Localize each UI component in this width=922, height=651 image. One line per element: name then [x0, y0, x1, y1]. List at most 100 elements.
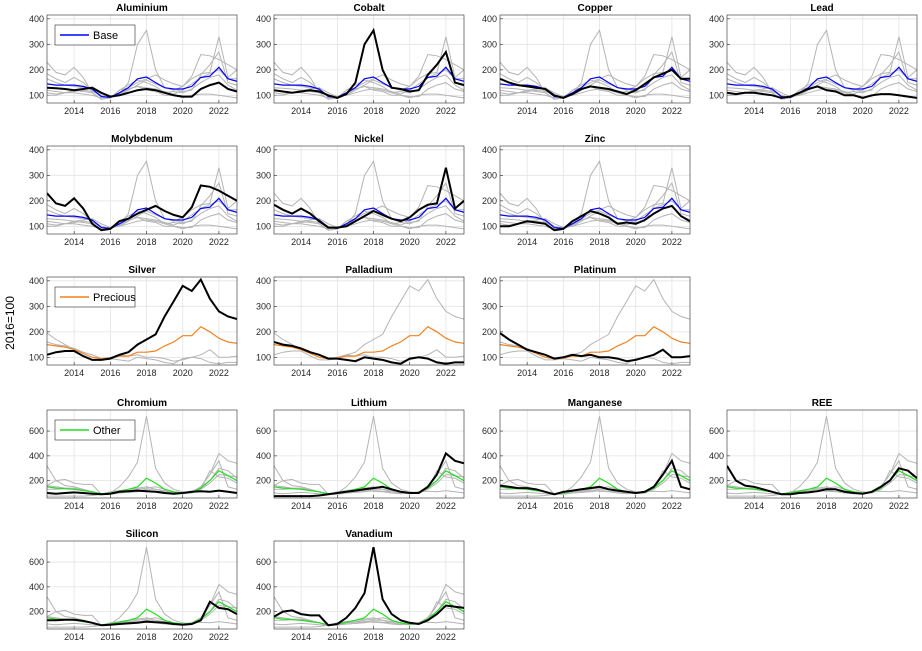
- panel: 100 200 300 400 2014 2016 2018 2020 2022 Lead: [709, 3, 918, 116]
- y-tick-label: 300: [256, 39, 271, 49]
- peer-line: [500, 213, 690, 229]
- y-tick-label: 100: [29, 221, 44, 231]
- panel: 100 200 300 400 2014 2016 2018 2020 2022 Nickel: [256, 134, 465, 247]
- x-tick-label: 2018: [364, 501, 384, 511]
- x-tick-label: 2018: [590, 237, 610, 247]
- x-tick-label: 2018: [590, 368, 610, 378]
- lines: [274, 416, 464, 498]
- y-tick-label: 100: [482, 352, 497, 362]
- x-tick-label: 2018: [364, 632, 384, 642]
- plot-area: [274, 410, 464, 498]
- plot-area: [727, 410, 917, 498]
- y-tick-label: 600: [482, 426, 497, 436]
- panel-title: Copper: [578, 3, 613, 14]
- panel-title: Palladium: [345, 265, 392, 276]
- group-mean-line: [500, 66, 690, 99]
- peer-line: [274, 205, 464, 231]
- y-tick-label: 600: [29, 557, 44, 567]
- peer-line: [274, 36, 464, 98]
- group-mean-line: [274, 66, 464, 99]
- axes-box: [46, 145, 238, 235]
- axes-box: [499, 409, 691, 499]
- y-tick-label: 200: [482, 476, 497, 486]
- legend: Precious: [54, 286, 136, 308]
- panel: 100 200 300 400 2014 2016 2018 2020 2022 Cobalt: [256, 3, 465, 116]
- y-tick-label: 400: [482, 145, 497, 155]
- peer-line: [727, 53, 917, 100]
- x-tick-label: 2014: [517, 501, 537, 511]
- metal-line: [47, 184, 237, 232]
- x-tick-label: 2022: [209, 106, 229, 116]
- panel: 200 400 600 2014 2016 2018 2020 2022 Vanadium: [256, 529, 465, 642]
- lines: [47, 277, 237, 365]
- peer-line: [274, 69, 464, 99]
- y-tick-label: 200: [256, 196, 271, 206]
- peer-line: [47, 69, 237, 99]
- peer-line: [274, 600, 464, 626]
- y-tick-label: 400: [709, 451, 724, 461]
- panel: 100 200 300 400 2014 2016 2018 2020 2022 Zinc: [482, 134, 691, 247]
- y-tick-label: 200: [709, 65, 724, 75]
- y-tick-label: 200: [482, 196, 497, 206]
- y-tick-label: 400: [709, 14, 724, 24]
- peer-line: [274, 85, 464, 99]
- y-tick-label: 200: [29, 607, 44, 617]
- x-tick-label: 2020: [400, 106, 420, 116]
- panel: 100 200 300 400 2014 2016 2018 2020 2022 Silver Pr…: [29, 265, 238, 378]
- metal-line: [274, 547, 464, 627]
- x-tick-label: 2014: [291, 106, 311, 116]
- x-tick-label: 2022: [436, 106, 456, 116]
- x-tick-label: 2014: [64, 632, 84, 642]
- peer-line: [274, 278, 464, 361]
- x-tick-label: 2014: [64, 501, 84, 511]
- axes-box: [46, 14, 238, 104]
- y-tick-label: 100: [482, 221, 497, 231]
- x-tick-label: 2020: [400, 368, 420, 378]
- y-tick-label: 400: [256, 14, 271, 24]
- axes-box: [46, 276, 238, 366]
- x-tick-label: 2022: [436, 501, 456, 511]
- y-tick-label: 200: [256, 476, 271, 486]
- legend: Base: [54, 24, 136, 46]
- y-tick-label: 200: [256, 327, 271, 337]
- panel: 100 200 300 400 2014 2016 2018 2020 2022 Molybden…: [29, 134, 238, 247]
- y-tick-label: 200: [709, 476, 724, 486]
- y-tick-label: 400: [256, 145, 271, 155]
- lines: [274, 27, 464, 100]
- y-tick-label: 400: [29, 451, 44, 461]
- group-mean-line: [47, 66, 237, 99]
- peer-line: [47, 213, 237, 229]
- panel-title: Nickel: [354, 134, 384, 145]
- x-tick-label: 2020: [626, 106, 646, 116]
- metal-line: [500, 204, 690, 232]
- lines: [274, 160, 464, 231]
- y-tick-label: 200: [29, 196, 44, 206]
- y-tick-label: 400: [482, 276, 497, 286]
- panel: 200 400 600 2014 2016 2018 2020 2022 REE: [709, 398, 918, 511]
- y-tick-label: 300: [256, 301, 271, 311]
- legend-box: [54, 24, 136, 46]
- lines: [500, 160, 690, 232]
- panel-title: Manganese: [568, 398, 623, 409]
- peer-line: [47, 200, 237, 230]
- panel: 200 400 600 2014 2016 2018 2020 2022 Chromium Oth…: [29, 398, 238, 511]
- y-tick-label: 200: [482, 327, 497, 337]
- peer-line: [500, 278, 690, 361]
- y-tick-label: 400: [256, 451, 271, 461]
- peer-line: [727, 69, 917, 99]
- y-tick-label: 100: [29, 352, 44, 362]
- legend-box: [54, 419, 136, 441]
- x-tick-label: 2014: [517, 368, 537, 378]
- group-mean-line: [274, 600, 464, 626]
- x-tick-label: 2016: [100, 501, 120, 511]
- axes-box: [273, 540, 465, 630]
- axes-box: [499, 145, 691, 235]
- x-tick-label: 2022: [436, 632, 456, 642]
- peer-line: [274, 416, 464, 495]
- legend-label: Base: [93, 30, 118, 42]
- x-tick-label: 2022: [436, 237, 456, 247]
- y-tick-label: 300: [482, 301, 497, 311]
- peer-line: [500, 82, 690, 98]
- peer-line: [47, 36, 237, 98]
- axes-box: [273, 145, 465, 235]
